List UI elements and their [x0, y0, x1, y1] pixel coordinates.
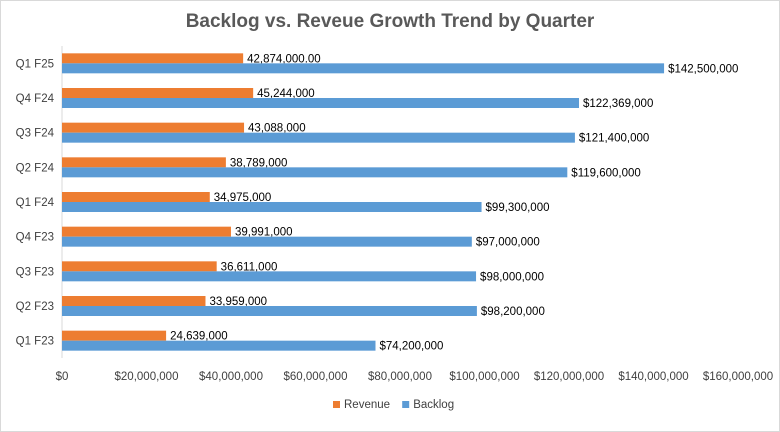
x-tick-label: $80,000,000 [368, 371, 432, 383]
y-tick-label: Q1 F23 [16, 336, 54, 348]
y-tick-label: Q3 F24 [16, 128, 55, 140]
backlog-data-label: $121,400,000 [579, 133, 649, 145]
revenue-bar [62, 88, 254, 98]
backlog-data-label: $74,200,000 [379, 341, 443, 353]
revenue-data-label: 43,088,000 [248, 123, 306, 135]
backlog-data-label: $99,300,000 [486, 202, 550, 214]
revenue-bar [62, 226, 231, 237]
revenue-data-label: 24,639,000 [170, 331, 228, 343]
backlog-data-label: $98,000,000 [480, 271, 544, 283]
x-tick-label: $120,000,000 [534, 371, 604, 383]
revenue-bar [62, 261, 217, 272]
backlog-bar [62, 132, 575, 143]
revenue-bar [62, 122, 245, 133]
x-tick-label: $60,000,000 [284, 371, 348, 383]
backlog-bar [62, 167, 568, 178]
revenue-data-label: 39,991,000 [235, 227, 293, 239]
revenue-legend-swatch [333, 401, 340, 408]
x-tick-label: $100,000,000 [449, 371, 519, 383]
revenue-data-label: 45,244,000 [257, 88, 315, 100]
backlog-legend-swatch [402, 401, 410, 408]
revenue-data-label: 34,975,000 [214, 192, 272, 204]
y-tick-label: Q2 F24 [16, 162, 55, 174]
y-tick-label: Q3 F23 [16, 266, 54, 278]
y-tick-label: Q1 F24 [16, 197, 55, 209]
y-tick-label: Q2 F23 [16, 301, 54, 313]
revenue-bar [62, 192, 210, 202]
y-tick-label: Q1 F25 [16, 58, 54, 70]
x-tick-label: $140,000,000 [618, 371, 688, 383]
backlog-data-label: $119,600,000 [571, 167, 641, 179]
x-tick-label: $160,000,000 [703, 371, 773, 383]
backlog-bar [62, 236, 472, 247]
revenue-data-label: 33,959,000 [209, 296, 267, 308]
revenue-bar [62, 157, 226, 168]
backlog-data-label: $142,500,000 [668, 63, 738, 75]
revenue-bar [62, 296, 206, 306]
backlog-data-label: $97,000,000 [476, 237, 540, 249]
revenue-legend-label: Revenue [344, 399, 390, 411]
backlog-bar [62, 98, 580, 108]
x-tick-label: $40,000,000 [199, 371, 263, 383]
y-tick-label: Q4 F24 [16, 93, 55, 105]
backlog-bar [62, 202, 482, 212]
backlog-data-label: $122,369,000 [583, 98, 653, 110]
backlog-bar [62, 271, 477, 282]
y-tick-label: Q4 F23 [16, 232, 54, 244]
x-tick-label: $20,000,000 [115, 371, 179, 383]
chart-title: Backlog vs. Reveue Growth Trend by Quart… [186, 11, 595, 32]
legend: Revenue Backlog [333, 399, 454, 411]
revenue-bar [62, 53, 244, 64]
backlog-bar [62, 306, 477, 316]
revenue-bar [62, 330, 167, 341]
backlog-legend-label: Backlog [413, 399, 454, 411]
backlog-bar [62, 340, 376, 351]
backlog-data-label: $98,200,000 [481, 306, 545, 318]
x-tick-label: $0 [56, 371, 69, 383]
backlog-bar [62, 63, 665, 74]
revenue-data-label: 42,874,000.00 [247, 53, 321, 65]
revenue-data-label: 38,789,000 [230, 157, 288, 169]
revenue-data-label: 36,611,000 [221, 261, 278, 273]
plot-area: $0 $20,000,000 $40,000,000 $60,000,000 $80,0… [16, 46, 773, 383]
